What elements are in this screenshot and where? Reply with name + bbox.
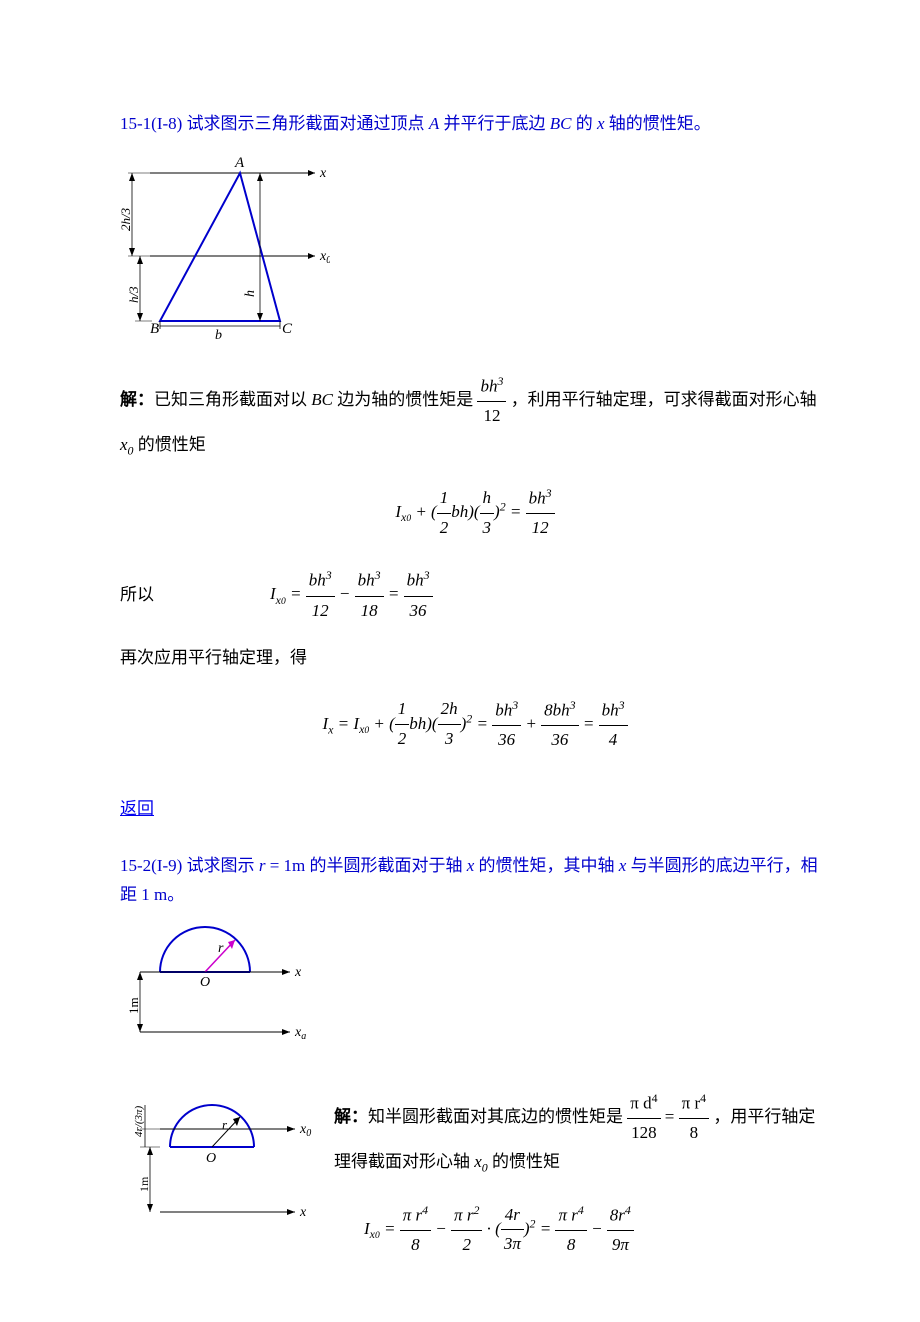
fig1-A: A [234,155,245,171]
problem1-t4: 轴的惯性矩。 [604,114,710,133]
fig2a-x: x [294,965,302,980]
solution1-frac1: bh3 12 [477,371,506,431]
solution1-p1d: 的惯性矩 [134,435,206,454]
fracR-den: 8 [679,1119,709,1148]
fig2b-top: 4r/(3π) [133,1105,145,1137]
solution1-eq2: Ix0 = bh312 − bh318 = bh336 [220,565,830,625]
problem2-t2: 的半圆形截面对于轴 [305,856,467,875]
fig2b-r: r [222,1117,228,1132]
problem1-BC: BC [550,114,572,133]
figure-semicircle-b: r x0 x O 4r/(3π) 1m [120,1082,320,1242]
problem1-number: 15-1(I-8) [120,114,182,133]
fracR-num: π r [682,1093,701,1112]
solution2-x0: x [474,1152,482,1171]
problem2-t1: 试求图示 [182,856,259,875]
problem1-heading: 15-1(I-8) 试求图示三角形截面对通过顶点 A 并平行于底边 BC 的 x… [120,110,830,139]
problem2-number: 15-2(I-9) [120,856,182,875]
solution1-p1a: 已知三角形截面对以 [154,390,311,409]
fig2a-O: O [200,975,210,990]
solution2-fracR: π r4 8 [679,1088,709,1148]
back-link[interactable]: 返回 [120,795,154,824]
fracL-den: 128 [627,1119,660,1148]
frac1-num: bh [480,376,497,395]
solution1-label: 解： [120,390,154,409]
fig2b-1m: 1m [137,1176,151,1192]
solution2-p1c: 的惯性矩 [488,1152,560,1171]
fig2a-xa: xa [294,1025,306,1042]
solution1-eq3: Ix = Ix0 + (12bh)(2h3)2 = bh336 + 8bh336… [120,695,830,755]
fig2b-x: x [299,1205,307,1220]
solution1-p1c: ，利用平行轴定理，可求得截面对形心轴 [506,390,816,409]
fig2a-r: r [218,941,224,956]
problem1-t3: 的 [571,114,597,133]
fig1-x-label: x [319,166,327,181]
fig1-B: B [150,321,159,337]
problem2-heading: 15-2(I-9) 试求图示 r = 1m 的半圆形截面对于轴 x 的惯性矩，其… [120,852,830,910]
solution1-p1b: 边为轴的惯性矩是 [333,390,478,409]
problem1-t2: 并平行于底边 [439,114,550,133]
fracL-num: π d [630,1093,651,1112]
fig1-C: C [282,321,293,337]
solution1-p1: 解：已知三角形截面对以 BC 边为轴的惯性矩是 bh3 12 ，利用平行轴定理，… [120,371,830,461]
solution2-fracL: π d4 128 [627,1088,660,1148]
solution2-p1: 解：知半圆形截面对其底边的惯性矩是 π d4 128 = π r4 8 ，用平行… [334,1088,830,1178]
fig1-x0-label: x0 [319,249,330,266]
problem2-eq: = 1m [265,856,305,875]
solution2-eq1: Ix0 = π r48 − π r22 · (4r3π)2 = π r48 − … [334,1200,830,1260]
problem2-t3: 的惯性矩，其中轴 [474,856,619,875]
frac1-exp: 3 [497,374,503,388]
fracR-exp: 4 [700,1091,706,1105]
solution1-so: 所以 [120,581,220,610]
figure-semicircle-a: r x O xa 1m [120,922,830,1062]
solution1-p2: 再次应用平行轴定理，得 [120,644,830,673]
problem1-A: A [429,114,439,133]
fig2b-x0: x0 [299,1122,311,1139]
fracL-exp: 4 [652,1091,658,1105]
solution2-p1a: 知半圆形截面对其底边的惯性矩是 [368,1107,627,1126]
solution1-x0: x [120,435,128,454]
fig2a-1m: 1m [126,997,141,1014]
fig1-2h3: 2h/3 [120,207,133,231]
fig1-h: h [243,290,258,297]
figure-triangle: x x0 A B C b h 2h/3 [120,151,830,351]
problem1-t1: 试求图示三角形截面对通过顶点 [182,114,429,133]
fig1-b: b [215,328,222,341]
solution1-so-row: 所以 Ix0 = bh312 − bh318 = bh336 [120,565,830,625]
solution1-eq1: Ix0 + (12bh)(h3)2 = bh312 [120,483,830,543]
solution2-eqmid: = [661,1107,679,1126]
solution1-BC: BC [311,390,333,409]
frac1-den: 12 [477,402,506,431]
solution2-label: 解： [334,1107,368,1126]
fig1-h3: h/3 [126,286,141,303]
fig2b-O: O [206,1151,216,1166]
